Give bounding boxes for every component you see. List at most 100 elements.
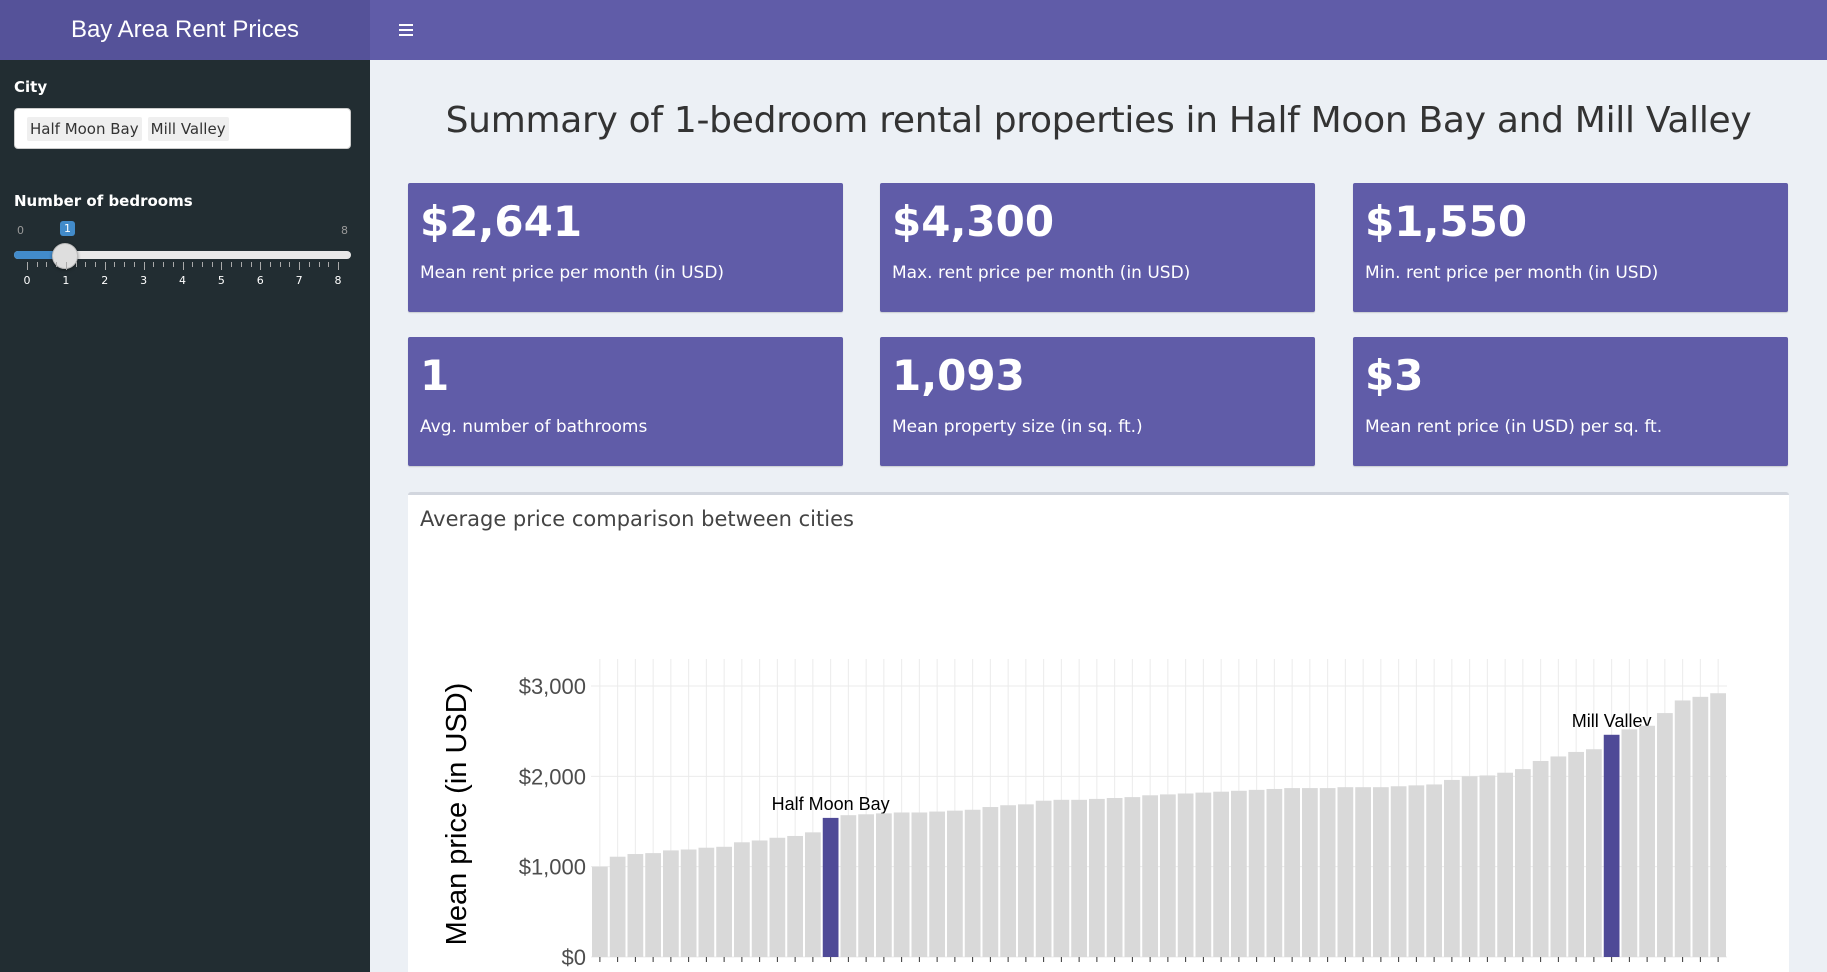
slider-tick-label: 5 — [217, 274, 225, 287]
chart-bar — [1248, 789, 1265, 957]
chart-bar — [805, 832, 821, 957]
slider-tick — [124, 262, 126, 267]
chart-bar — [1408, 785, 1425, 957]
slider-tick-label: 1 — [62, 274, 70, 287]
chart-bar — [680, 849, 697, 957]
chart-bar — [1710, 693, 1726, 957]
value-box-label: Min. rent price per month (in USD) — [1365, 263, 1659, 283]
chart-bar — [840, 815, 857, 957]
slider-tick — [172, 262, 174, 267]
slider-tick — [163, 262, 165, 267]
hamburger-icon[interactable] — [388, 12, 424, 48]
chart-bar — [1373, 787, 1389, 957]
value-box-label: Mean property size (in sq. ft.) — [892, 417, 1143, 437]
slider-tick — [318, 262, 320, 267]
chart-bar — [1621, 729, 1638, 957]
city-chip[interactable]: Mill Valley — [147, 116, 229, 141]
slider-tick — [201, 262, 203, 267]
chart-bar — [1053, 799, 1070, 957]
value-box-bathrooms: 1 Avg. number of bathrooms — [408, 337, 843, 466]
chart-bar — [769, 837, 786, 957]
chart-bar — [1089, 798, 1105, 957]
chart-bar — [734, 842, 750, 957]
value-box-price-per-sqft: $3 Mean rent price (in USD) per sq. ft. — [1353, 337, 1788, 466]
y-tick-label: $0 — [562, 945, 586, 970]
chart-bar — [1035, 800, 1052, 957]
chart-bar — [609, 856, 626, 957]
chart-bar — [751, 840, 768, 957]
chart-bar — [1213, 791, 1229, 957]
value-box-value: 1,093 — [892, 351, 1025, 400]
slider-tick-label: 3 — [140, 274, 148, 287]
city-label: City — [14, 78, 48, 96]
slider-tick — [95, 262, 97, 267]
slider-max-label: 8 — [341, 224, 348, 237]
slider-tick — [250, 262, 252, 267]
bedrooms-slider[interactable]: 0 8 1 0 1 2 3 4 5 6 7 8 — [14, 216, 351, 296]
chart-box-title: Average price comparison between cities — [420, 507, 854, 531]
price-comparison-chart: $0 $1,000 $2,000 $3,000 Half Moon Bay Mill Va… — [441, 659, 1727, 970]
chart-bar — [964, 809, 981, 957]
city-chip[interactable]: Half Moon Bay — [27, 116, 142, 141]
app-title: Bay Area Rent Prices — [0, 0, 370, 60]
slider-tick — [338, 262, 339, 270]
chart-bar — [1390, 786, 1407, 957]
chart-bar — [1302, 788, 1318, 957]
chart-bar — [1639, 725, 1655, 957]
slider-min-label: 0 — [17, 224, 24, 237]
slider-tick — [65, 262, 67, 270]
chart-bar — [663, 850, 679, 957]
slider-tick — [231, 262, 233, 267]
chart-bar — [858, 814, 874, 957]
slider-tick — [104, 262, 106, 270]
chart-bar — [893, 812, 910, 957]
chart-bar — [1284, 788, 1300, 957]
value-box-mean-rent: $2,641 Mean rent price per month (in USD… — [408, 183, 843, 312]
chart-bar — [1071, 799, 1087, 957]
chart-bar — [1657, 713, 1673, 957]
slider-track[interactable] — [14, 251, 351, 259]
slider-tick — [240, 262, 242, 267]
slider-tick — [308, 262, 310, 267]
slider-tick — [269, 262, 271, 267]
chart-bar — [822, 817, 839, 957]
slider-tick — [85, 262, 87, 267]
slider-tick — [192, 262, 194, 267]
slider-handle[interactable] — [52, 243, 78, 269]
chart-bar — [1266, 788, 1283, 957]
slider-tick-label: 2 — [101, 274, 109, 287]
y-tick-label: $2,000 — [519, 764, 586, 789]
bedrooms-label: Number of bedrooms — [14, 192, 193, 210]
value-box-min-rent: $1,550 Min. rent price per month (in USD… — [1353, 183, 1788, 312]
chart-bar — [1355, 787, 1371, 957]
value-box-value: 1 — [420, 351, 450, 400]
value-box-value: $3 — [1365, 351, 1424, 400]
chart-bar — [929, 811, 945, 957]
chart-bar — [1461, 776, 1478, 957]
chart-bar — [1515, 769, 1531, 957]
slider-tick — [279, 262, 281, 267]
value-box-value: $1,550 — [1365, 197, 1528, 246]
city-select-input[interactable]: Half Moon Bay Mill Valley — [14, 108, 351, 149]
chart-bar — [1603, 734, 1620, 957]
chart-bar — [982, 807, 999, 957]
y-tick-label: $1,000 — [519, 855, 586, 880]
chart-bar — [911, 812, 928, 957]
slider-tick-label: 8 — [334, 274, 342, 287]
y-axis-label: Mean price (in USD) — [441, 683, 473, 946]
slider-tick — [46, 262, 48, 267]
chart-bar — [1000, 805, 1016, 957]
value-box-value: $2,641 — [420, 197, 583, 246]
chart-bar — [1497, 772, 1513, 957]
chart-bar — [1692, 696, 1709, 957]
value-box-max-rent: $4,300 Max. rent price per month (in USD… — [880, 183, 1315, 312]
slider-tick — [27, 262, 28, 270]
chart-bar — [1124, 797, 1141, 957]
slider-tick — [211, 262, 213, 267]
slider-tick — [260, 262, 262, 270]
value-box-label: Avg. number of bathrooms — [420, 417, 648, 437]
chart-bar — [947, 810, 963, 957]
slider-tick-label: 7 — [295, 274, 303, 287]
chart-bar — [876, 813, 892, 957]
chart-bar — [645, 853, 661, 957]
